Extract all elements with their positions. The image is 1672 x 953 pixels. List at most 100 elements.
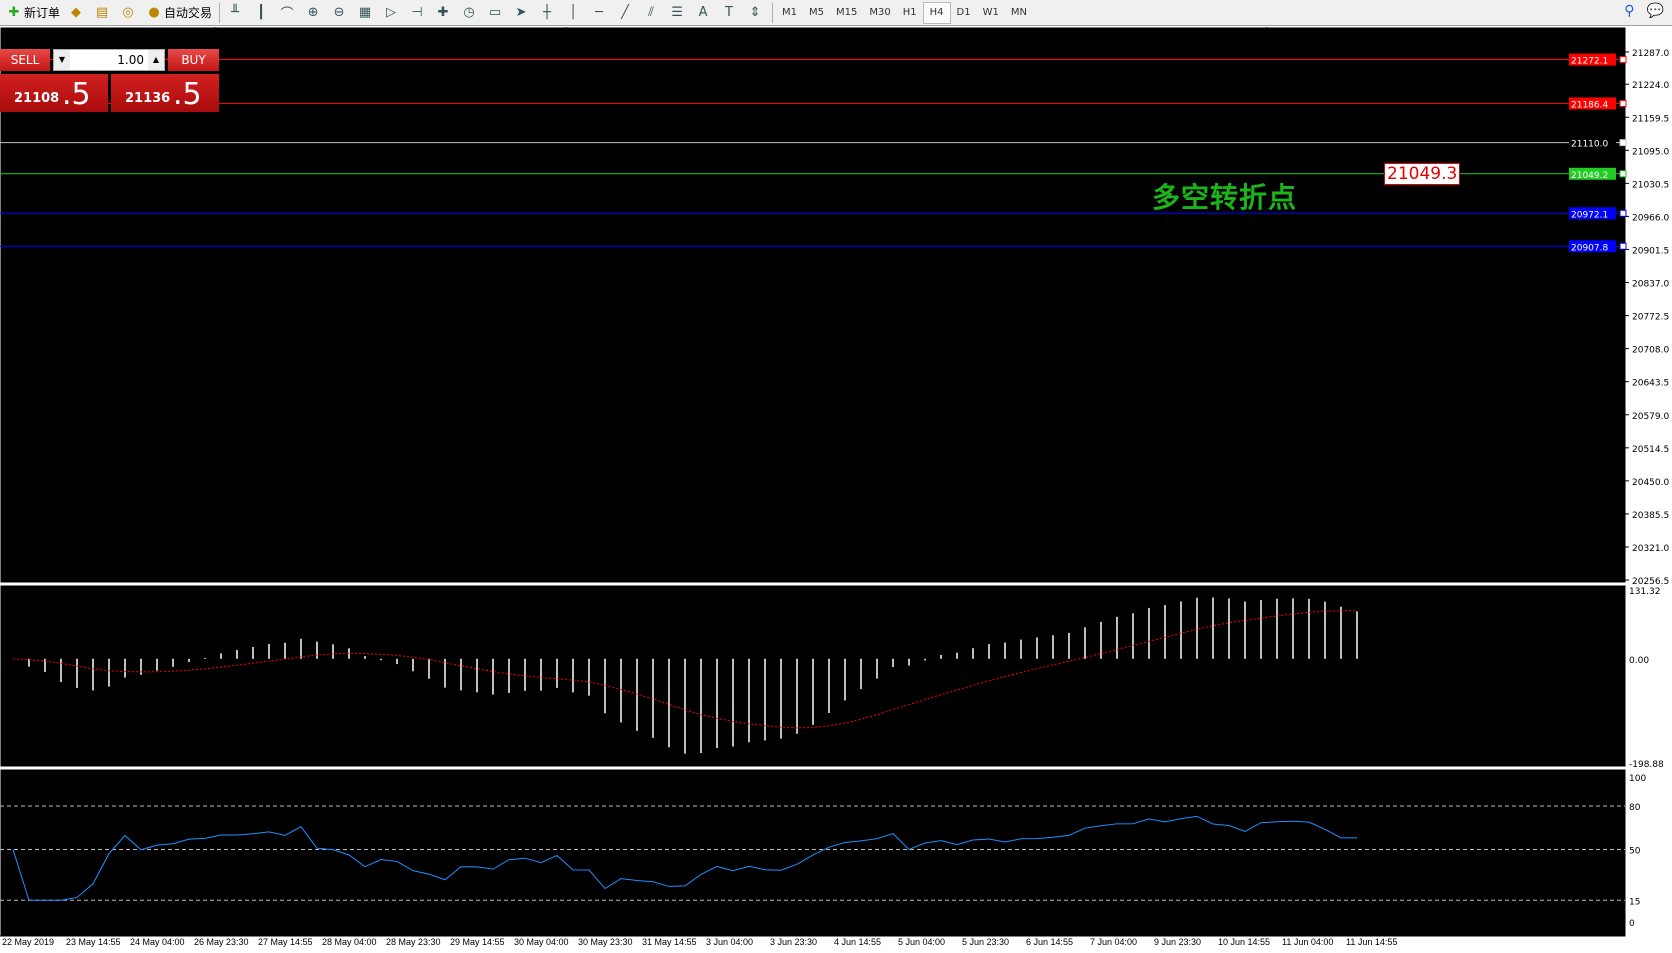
price-line-tag (1569, 167, 1616, 180)
price-axis-label: 20321.0 (1632, 544, 1669, 554)
price-pane-border (0, 27, 1626, 583)
price-axis-label: 20901.5 (1632, 246, 1669, 256)
tool-chart-shift[interactable]: ⊣ (405, 2, 431, 24)
tool-trendline[interactable]: ╱ (613, 2, 639, 24)
tool-text-label[interactable]: T (717, 2, 743, 24)
macd-axis-label: -198.88 (1629, 760, 1664, 770)
buy-price-pips: .5 (173, 77, 202, 112)
line-handle (1619, 209, 1627, 217)
tool-bar-chart[interactable]: ╨ (223, 2, 249, 24)
tool-zoom-in[interactable]: ⊕ (301, 2, 327, 24)
lot-input[interactable] (70, 50, 148, 70)
timeframe-m15[interactable]: M15 (836, 7, 858, 18)
time-axis-label: 24 May 04:00 (130, 937, 185, 947)
time-axis-label: 7 Jun 04:00 (1090, 937, 1138, 947)
annotation-text[interactable]: 多空转折点 (1152, 181, 1298, 214)
price-axis-label: 21287.0 (1632, 49, 1669, 59)
lot-increase-button[interactable]: ▲ (148, 50, 164, 70)
tool-templates[interactable]: ▭ (483, 2, 509, 24)
candlestick-icon: ┃ (257, 5, 265, 20)
autotrading-icon: ● (148, 5, 160, 20)
timeframe-m5[interactable]: M5 (809, 7, 825, 18)
time-axis-label: 5 Jun 04:00 (898, 937, 946, 947)
tool-cursor[interactable]: ➤ (509, 2, 535, 24)
tool-candlestick[interactable]: ┃ (249, 2, 275, 24)
tool-autoscroll[interactable]: ▷ (379, 2, 405, 24)
lot-stepper[interactable]: ▼ ▲ (53, 49, 165, 71)
buy-button[interactable]: BUY (168, 49, 219, 71)
tool-zoom-out[interactable]: ⊖ (327, 2, 353, 24)
time-axis-label: 11 Jun 14:55 (1346, 937, 1398, 947)
timeframe-w1[interactable]: W1 (982, 7, 999, 18)
price-line-label: 20972.1 (1571, 210, 1608, 220)
tool-channel[interactable]: ⫽ (639, 2, 665, 24)
tool-line-chart[interactable]: ⌒ (275, 2, 301, 24)
toolbar-button-new-order[interactable]: ✚ 新订单 (2, 2, 64, 24)
toolbar-button-history[interactable]: ▤ (90, 2, 116, 24)
zoom-out-icon: ⊖ (333, 5, 345, 20)
price-line-tag (1569, 136, 1616, 149)
tool-fibonacci[interactable]: ☰ (665, 2, 691, 24)
price-axis-label: 20256.5 (1632, 577, 1669, 587)
annotation-price-label[interactable]: 21049.3 (1384, 163, 1461, 185)
macd-axis-label: 0.00 (1629, 656, 1649, 666)
tool-crosshair[interactable]: ┼ (535, 2, 561, 24)
timeframe-h4[interactable]: H4 (922, 1, 951, 24)
rsi-line (12, 815, 1357, 901)
toolbar-separator (772, 2, 774, 23)
lot-decrease-button[interactable]: ▼ (54, 50, 70, 70)
rsi-axis-label: 0 (1629, 919, 1635, 929)
price-line-label: 21272.1 (1571, 57, 1608, 67)
time-axis-label: 23 May 14:55 (66, 937, 121, 947)
timeframe-mn[interactable]: MN (1010, 7, 1027, 18)
expert-icon: ◆ (71, 5, 82, 20)
chart-header: ▲ JPN225-,H4 21105.0 21135.0 21097.5 211… (2, 32, 223, 42)
one-click-trading-panel: SELL ▼ ▲ BUY 21108 .5 21136 .5 (0, 49, 219, 113)
sell-price[interactable]: 21108 .5 (0, 74, 108, 112)
toolbar-label: 新订单 (24, 6, 61, 20)
toolbar-button-autotrading[interactable]: ● 自动交易 (142, 2, 216, 24)
price-axis-label: 21159.5 (1632, 114, 1669, 124)
line-handle (1619, 99, 1627, 107)
time-axis-label: 10 Jun 14:55 (1218, 937, 1271, 947)
sell-price-pips: .5 (62, 77, 91, 112)
timeframe-m1[interactable]: M1 (782, 7, 798, 18)
timeframe-h1[interactable]: H1 (902, 7, 917, 18)
toolbar-label: 自动交易 (164, 6, 213, 20)
periods-icon: ◷ (463, 5, 475, 20)
tool-horizontal-line[interactable]: ─ (587, 2, 613, 24)
chart-canvas[interactable]: 21287.0 21224.0 21159.5 21095.0 21030.5 20966… (0, 27, 1672, 953)
time-axis-label: 30 May 04:00 (514, 937, 569, 947)
search-icon[interactable]: ⚲ (1624, 3, 1635, 19)
rsi-axis-label: 50 (1629, 847, 1641, 857)
tool-arrows[interactable]: ⇕ (743, 2, 769, 24)
tool-periods[interactable]: ◷ (457, 2, 483, 24)
price-line-label: 21049.2 (1571, 171, 1608, 181)
price-line-tag (1569, 240, 1616, 253)
price-axis-label: 20772.5 (1632, 313, 1669, 323)
price-line-label: 20907.8 (1571, 243, 1608, 253)
time-axis-label: 30 May 23:30 (578, 937, 633, 947)
tool-indicators[interactable]: ✚ (431, 2, 457, 24)
price-axis-label: 20579.0 (1632, 412, 1669, 422)
time-axis-label: 22 May 2019 (2, 937, 55, 947)
tool-vertical-line[interactable]: │ (561, 2, 587, 24)
text-icon: A (698, 5, 708, 20)
tool-text[interactable]: A (691, 2, 717, 24)
buy-price-main: 21136 (125, 91, 171, 106)
sell-button[interactable]: SELL (0, 49, 50, 71)
toolbar-button-expert[interactable]: ◆ (64, 2, 90, 24)
timeframe-d1[interactable]: D1 (956, 7, 971, 18)
tool-tile-windows[interactable]: ▦ (353, 2, 379, 24)
timeframe-m30[interactable]: M30 (869, 7, 891, 18)
price-line-label: 21110.0 (1571, 140, 1608, 150)
buy-price[interactable]: 21136 .5 (111, 74, 219, 112)
line-handle (1619, 170, 1627, 178)
price-axis-label: 20708.0 (1632, 346, 1669, 356)
line-handle (1619, 242, 1627, 250)
templates-icon: ▭ (488, 5, 502, 20)
chat-icon[interactable]: 💬 (1646, 3, 1664, 19)
line-handle (1619, 56, 1627, 64)
price-axis-label: 20514.5 (1632, 445, 1669, 455)
toolbar-button-signal[interactable]: ◎ (116, 2, 142, 24)
